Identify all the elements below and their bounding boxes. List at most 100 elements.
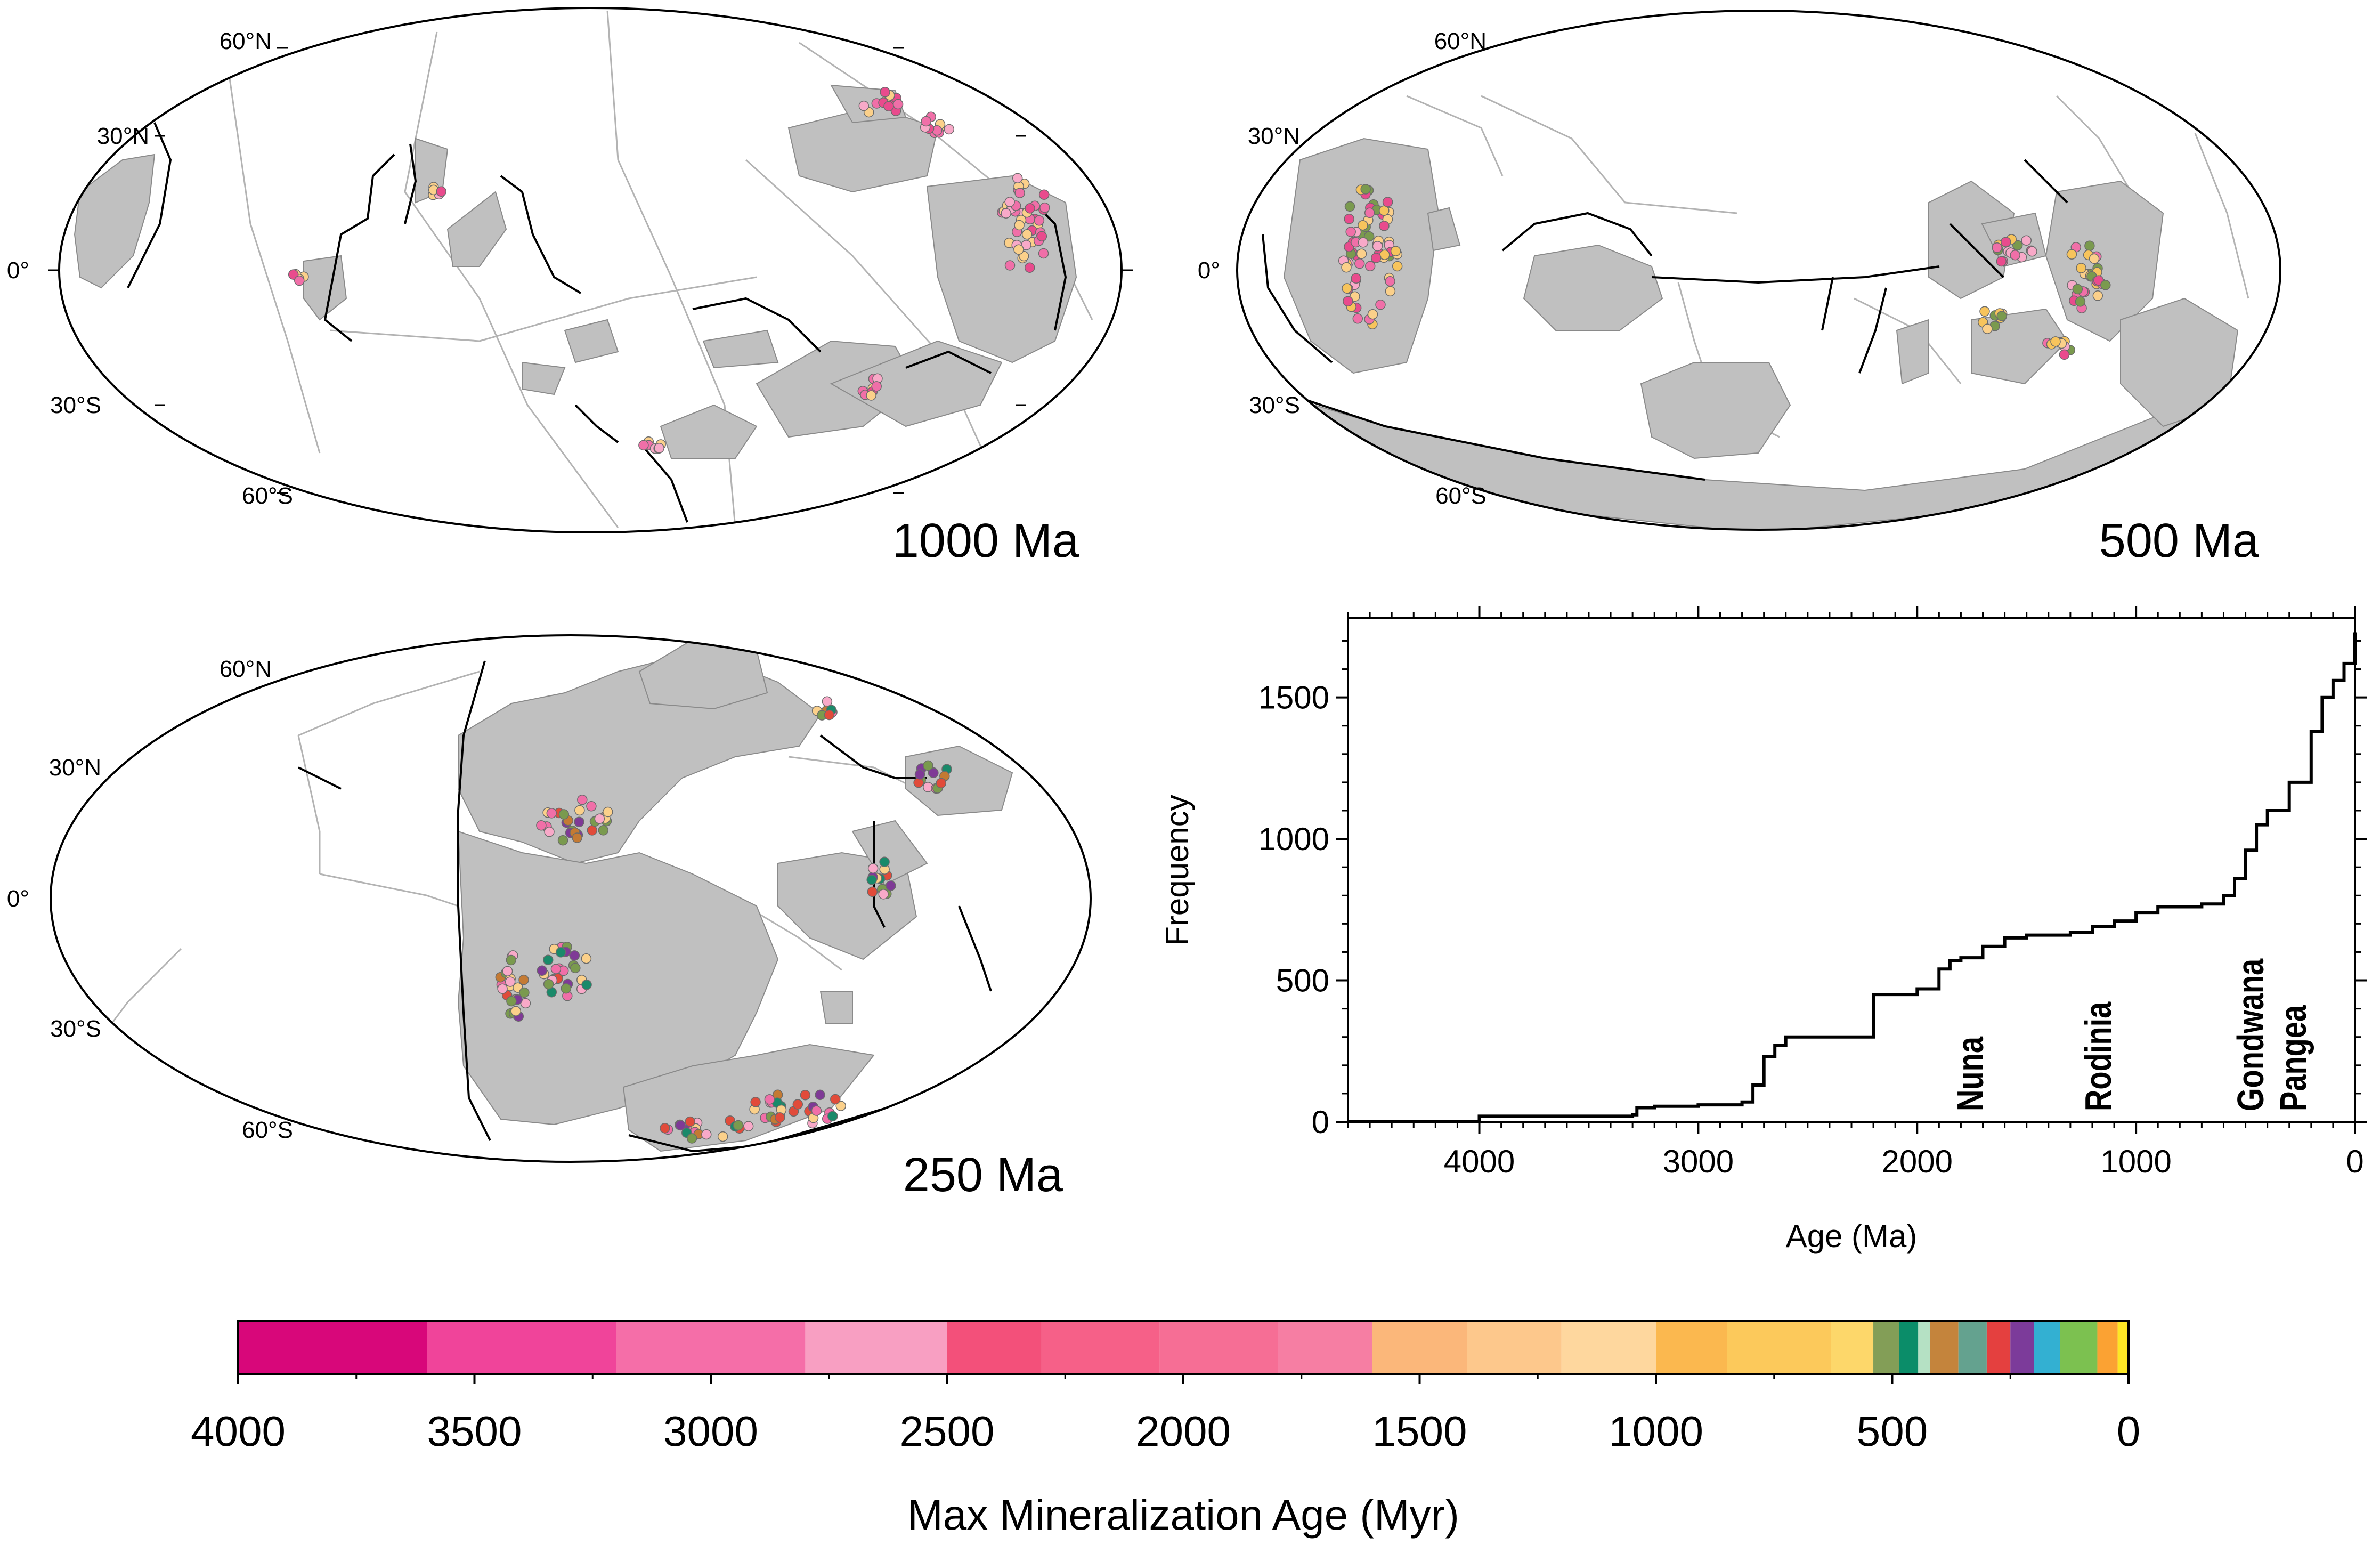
- deposit-dot: [2012, 240, 2023, 251]
- map-500-continents: [1251, 137, 2280, 530]
- deposit-dot: [936, 778, 947, 789]
- deposit-dot: [594, 813, 605, 824]
- cumulative-line: [1348, 632, 2357, 1123]
- deposit-dot: [1386, 467, 1398, 478]
- annotation-nuna: Nuna: [1950, 1036, 1991, 1111]
- colorbar-segments: [238, 1321, 2129, 1374]
- deposit-dot: [879, 856, 890, 867]
- deposit-dot: [1004, 260, 1016, 271]
- deposit-dot: [572, 832, 582, 843]
- deposit-dot: [822, 696, 833, 707]
- deposit-dot: [1012, 173, 1023, 184]
- deposit-dot: [506, 954, 517, 966]
- colorbar-tick-label: 3000: [663, 1408, 758, 1455]
- colorbar-segment: [2060, 1321, 2098, 1374]
- deposit-dot: [506, 996, 517, 1007]
- deposit-dot: [1386, 467, 1396, 478]
- deposit-dot: [502, 966, 513, 977]
- deposit-dot: [2092, 290, 2103, 301]
- lat-label: 30°S: [1249, 392, 1300, 418]
- x-tick-label: 3000: [1663, 1144, 1734, 1179]
- deposit-dot: [811, 1105, 822, 1116]
- deposit-dot: [2059, 349, 2070, 360]
- deposit-dot: [686, 1133, 697, 1144]
- deposit-dot: [1343, 296, 1353, 307]
- deposit-dot: [1358, 220, 1368, 231]
- map-1000-title: 1000 Ma: [892, 514, 1079, 568]
- map-250-deposits: [495, 696, 952, 1144]
- map-250-lat-labels: 60°N 30°N 0° 30°S 60°S: [7, 656, 293, 1143]
- deposit-dot: [1356, 248, 1367, 259]
- deposit-dot: [1379, 205, 1390, 216]
- colorbar-tick-label: 1000: [1609, 1408, 1703, 1455]
- y-tick-label: 0: [1312, 1104, 1329, 1140]
- deposit-dot: [1021, 229, 1033, 240]
- colorbar-segment: [2117, 1321, 2129, 1374]
- deposit-dot: [1004, 197, 1015, 207]
- deposit-dot: [581, 979, 592, 990]
- deposit-dot: [1996, 311, 2007, 321]
- lat-label: 60°N: [1434, 28, 1487, 54]
- deposit-dot: [867, 863, 879, 874]
- deposit-dot: [555, 947, 566, 958]
- deposit-dot: [827, 1111, 838, 1122]
- colorbar-segment: [2097, 1321, 2118, 1374]
- deposit-dot: [733, 1120, 744, 1131]
- lat-label: 0°: [1198, 257, 1220, 284]
- deposit-dot: [1398, 466, 1409, 477]
- deposit-dot: [510, 1006, 521, 1016]
- deposit-dot: [2100, 280, 2111, 290]
- deposit-dot: [944, 124, 955, 135]
- lat-label: 0°: [7, 257, 29, 284]
- colorbar-tick-label: 500: [1857, 1408, 1928, 1455]
- x-axis-label: Age (Ma): [1786, 1218, 1918, 1254]
- map-250-outline: [50, 634, 1092, 1163]
- lat-label: 30°N: [49, 755, 101, 781]
- deposit-dot: [570, 962, 581, 974]
- deposit-dot: [775, 1112, 785, 1123]
- deposit-dot: [2076, 263, 2086, 273]
- deposit-dot: [2075, 296, 2086, 307]
- deposit-dot: [867, 886, 878, 897]
- lat-label: 0°: [7, 886, 29, 912]
- lat-label: 30°N: [1248, 123, 1300, 149]
- deposit-dot: [660, 1123, 670, 1134]
- deposit-dot: [546, 808, 557, 819]
- deposit-dot: [824, 709, 835, 721]
- deposit-dot: [835, 1101, 846, 1111]
- deposit-dot: [558, 809, 570, 820]
- colorbar-segment: [1899, 1321, 1919, 1374]
- colorbar-segment: [1041, 1321, 1160, 1374]
- deposit-dot: [1392, 261, 1403, 272]
- deposit-dot: [1398, 471, 1409, 482]
- deposit-dot: [1014, 188, 1025, 198]
- deposit-dot: [1375, 299, 1386, 310]
- colorbar-tick-label: 2500: [900, 1408, 995, 1455]
- deposit-dot: [866, 390, 876, 401]
- deposit-dot: [2021, 235, 2032, 246]
- deposit-dot: [598, 825, 609, 836]
- deposit-dot: [883, 101, 894, 112]
- colorbar-segment: [1656, 1321, 1727, 1374]
- deposit-dot: [2084, 240, 2095, 251]
- deposit-dot: [436, 186, 446, 197]
- deposit-dot: [2027, 246, 2037, 257]
- x-tick-label: 2000: [1882, 1144, 1953, 1179]
- deposit-dot: [928, 767, 939, 778]
- colorbar-segment: [1467, 1321, 1562, 1374]
- deposit-dot: [586, 801, 597, 812]
- deposit-dot: [1382, 197, 1393, 207]
- deposit-dot: [750, 1097, 761, 1107]
- map-1000-lat-labels: 60°N 30°N 0° 30°S 60°S: [7, 28, 293, 509]
- deposit-dot: [1367, 309, 1378, 320]
- colorbar-tick-label: 1500: [1372, 1408, 1467, 1455]
- annotation-pangea: Pangea: [2273, 1005, 2314, 1111]
- lat-label: 60°S: [242, 483, 293, 509]
- deposit-dot: [764, 1094, 775, 1105]
- deposit-dot: [1385, 276, 1395, 287]
- map-1000-lat-ticks: [48, 47, 1133, 494]
- x-tick-label: 1000: [2100, 1144, 2171, 1179]
- deposit-dot: [294, 275, 305, 286]
